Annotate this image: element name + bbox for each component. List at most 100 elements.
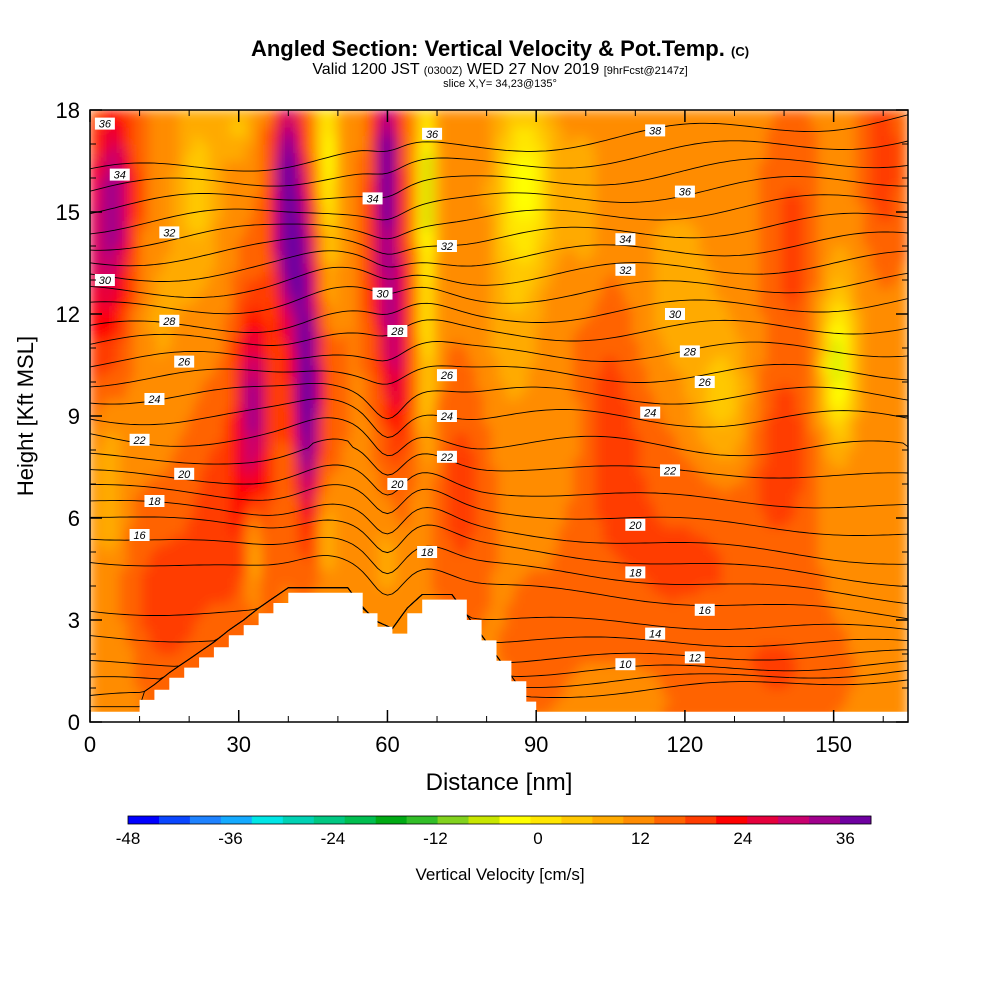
velocity-cell [379, 347, 388, 358]
velocity-cell [253, 423, 262, 434]
velocity-cell [111, 500, 121, 511]
velocity-cell [461, 126, 470, 137]
velocity-cell [543, 576, 552, 587]
velocity-cell [96, 517, 106, 528]
velocity-cell [245, 389, 255, 400]
velocity-cell [312, 126, 322, 137]
velocity-cell [253, 576, 262, 587]
velocity-cell [550, 296, 560, 307]
velocity-cell [528, 117, 537, 128]
velocity-cell [453, 534, 463, 545]
velocity-cell [513, 517, 522, 528]
velocity-cell [178, 194, 188, 205]
velocity-cell [319, 262, 329, 273]
velocity-cell [513, 466, 522, 477]
velocity-cell [372, 117, 381, 128]
velocity-cell [208, 576, 217, 587]
velocity-cell [253, 151, 262, 162]
velocity-cell [245, 245, 255, 256]
velocity-cell [319, 126, 329, 137]
velocity-cell [550, 228, 560, 239]
velocity-cell [386, 593, 396, 604]
velocity-cell [171, 126, 180, 137]
velocity-cell [186, 542, 195, 553]
velocity-cell [386, 347, 396, 358]
velocity-cell [409, 143, 418, 154]
velocity-cell [424, 143, 433, 154]
velocity-cell [104, 517, 113, 528]
velocity-cell [543, 551, 552, 562]
velocity-cell [267, 585, 277, 596]
velocity-cell [90, 627, 98, 638]
velocity-cell [557, 491, 567, 502]
velocity-cell [572, 644, 582, 655]
velocity-cell [282, 372, 292, 383]
velocity-cell [200, 593, 210, 604]
velocity-cell [401, 338, 411, 349]
velocity-cell [550, 491, 560, 502]
velocity-cell [96, 202, 106, 213]
velocity-cell [215, 457, 225, 468]
velocity-cell [401, 440, 411, 451]
velocity-cell [126, 678, 136, 689]
velocity-cell [141, 568, 151, 579]
velocity-cell [379, 245, 388, 256]
velocity-cell [491, 228, 500, 239]
velocity-cell [297, 423, 307, 434]
velocity-cell [520, 500, 530, 511]
velocity-cell [535, 177, 545, 188]
velocity-cell [438, 202, 448, 213]
velocity-cell [572, 551, 582, 562]
velocity-cell [245, 296, 255, 307]
velocity-cell [572, 364, 582, 375]
velocity-cell [223, 517, 232, 528]
velocity-cell [491, 440, 500, 451]
velocity-cell [148, 525, 158, 536]
velocity-cell [453, 313, 463, 324]
velocity-cell [305, 423, 314, 434]
velocity-cell [416, 168, 426, 179]
velocity-cell [171, 500, 180, 511]
velocity-cell [476, 228, 485, 239]
velocity-cell [186, 321, 195, 332]
velocity-cell [148, 415, 158, 426]
velocity-cell [595, 440, 604, 451]
velocity-cell [126, 661, 136, 672]
velocity-cell [379, 211, 388, 222]
velocity-cell [171, 585, 180, 596]
velocity-cell [543, 364, 552, 375]
velocity-cell [386, 185, 396, 196]
velocity-cell [468, 500, 478, 511]
velocity-cell [253, 432, 262, 443]
velocity-cell [104, 330, 113, 341]
velocity-cell [200, 168, 210, 179]
velocity-cell [297, 517, 307, 528]
velocity-cell [178, 279, 188, 290]
velocity-cell [297, 457, 307, 468]
velocity-cell [334, 126, 344, 137]
velocity-cell [520, 296, 530, 307]
velocity-cell [565, 483, 574, 494]
velocity-cell [520, 168, 530, 179]
velocity-cell [141, 687, 151, 698]
velocity-cell [238, 296, 247, 307]
velocity-cell [394, 270, 403, 281]
velocity-cell [543, 483, 552, 494]
velocity-cell [572, 347, 582, 358]
velocity-cell [595, 228, 604, 239]
velocity-cell [342, 432, 351, 443]
velocity-cell [372, 177, 381, 188]
velocity-cell [163, 372, 173, 383]
velocity-cell [565, 619, 574, 630]
velocity-cell [491, 474, 500, 485]
velocity-cell [580, 585, 589, 596]
velocity-cell [453, 432, 463, 443]
velocity-cell [431, 525, 441, 536]
velocity-cell [342, 126, 351, 137]
velocity-cell [200, 406, 210, 417]
velocity-cell [424, 517, 433, 528]
velocity-cell [498, 381, 507, 392]
velocity-cell [215, 568, 225, 579]
velocity-cell [535, 398, 545, 409]
velocity-cell [587, 432, 597, 443]
